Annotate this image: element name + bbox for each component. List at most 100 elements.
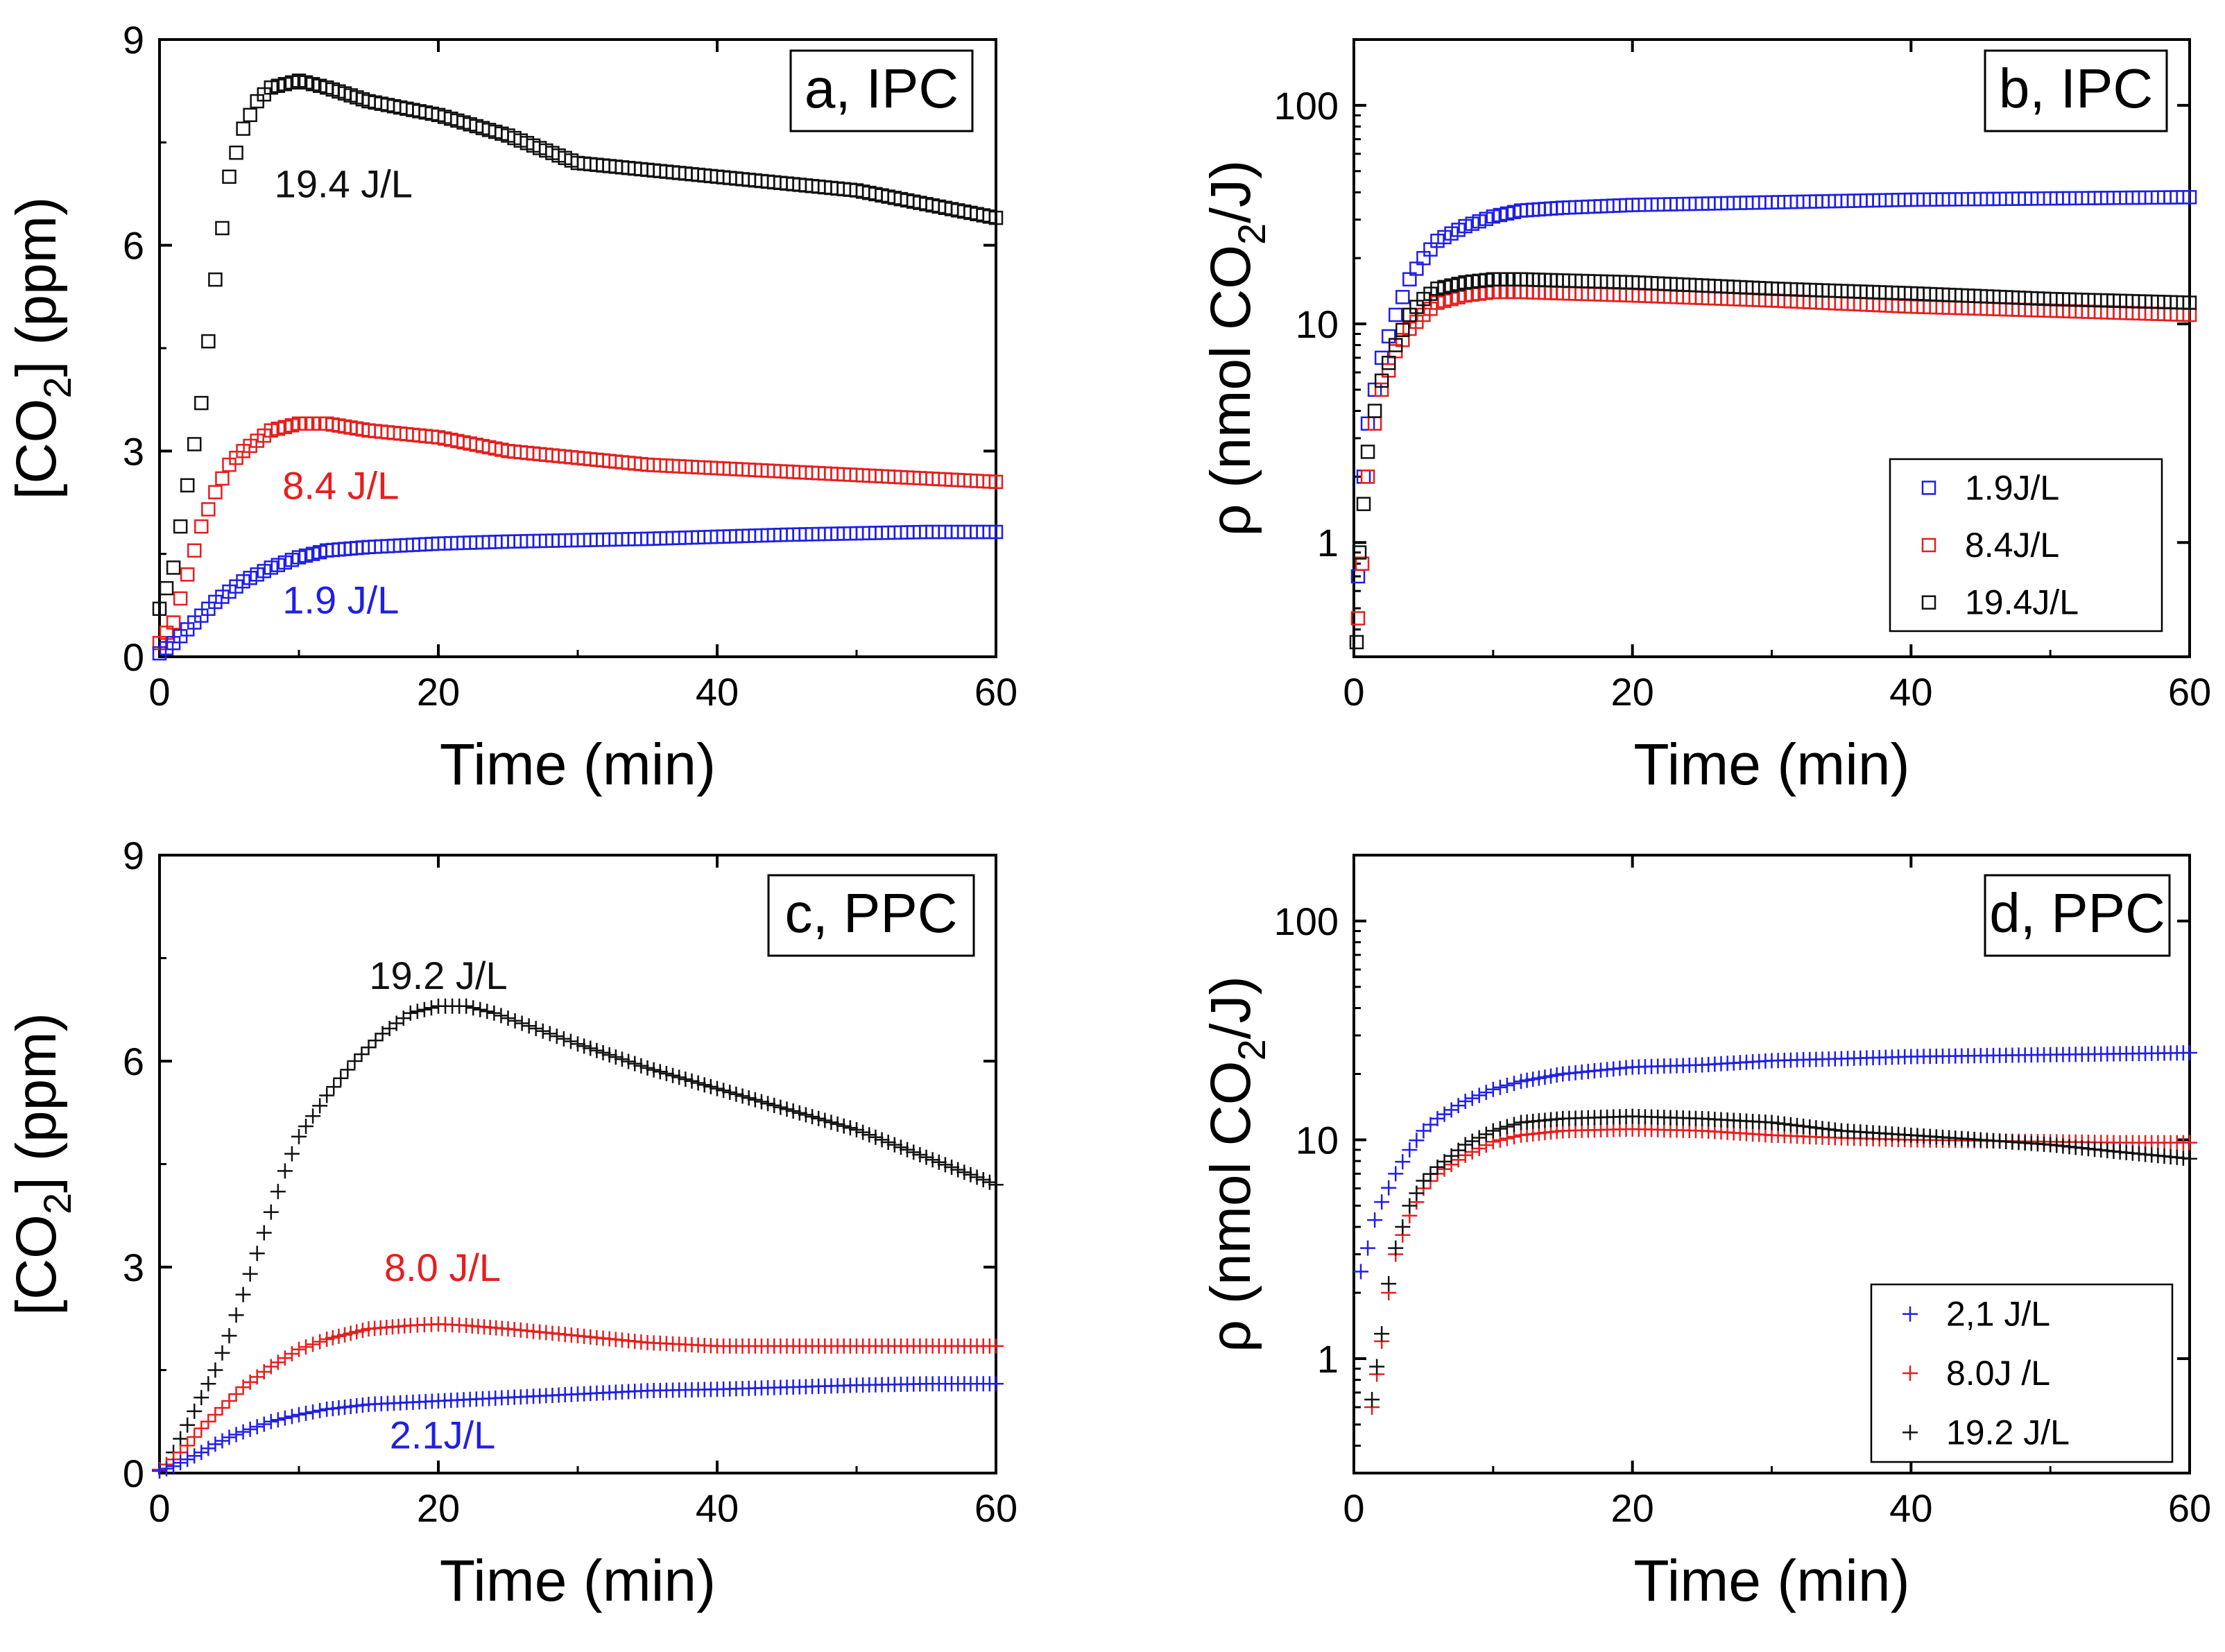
data-point [221,1393,237,1409]
data-point [542,1026,558,1042]
y-tick-label: 0 [123,1452,144,1495]
data-point [207,1436,223,1452]
data-point [1388,1166,1404,1182]
data-point [507,1013,523,1029]
data-point [270,1184,286,1200]
data-point [228,1307,244,1323]
y-axis-title-part: [CO [5,399,68,500]
data-point [830,1116,845,1132]
data-point [187,1429,203,1445]
data-point [886,1137,902,1153]
data-point [194,1445,209,1461]
data-point [1478,1085,1494,1101]
data-point [256,1225,272,1241]
data-point [221,1328,237,1343]
x-tick-label: 40 [696,1486,739,1530]
data-point [242,1421,258,1437]
data-point [187,543,202,558]
data-point [1369,1359,1385,1375]
data-point [893,1139,909,1155]
x-tick-label: 0 [1343,1486,1364,1530]
legend: 1.9J/L 8.4J/L 19.4J/L [1889,458,2163,633]
data-point [1457,1137,1473,1153]
data-point [1492,1121,1508,1137]
legend-label: 8.0J /L [1946,1354,2050,1393]
panel-label-box [1984,874,2171,957]
data-point [981,1174,997,1190]
data-point [988,1376,1004,1392]
data-point [633,1058,649,1074]
data-point [690,1075,706,1091]
x-tick-label: 0 [148,670,170,714]
data-point [1395,322,1410,338]
data-point [535,1023,551,1039]
data-point [500,1010,516,1026]
data-point [861,1127,877,1143]
data-point [1349,635,1364,650]
data-point [1360,445,1375,459]
data-point [1374,1326,1390,1342]
y-tick-label: 1 [1317,1337,1339,1381]
legend-marker [1921,595,1936,610]
data-point [180,1452,196,1468]
x-axis-title: Time (min) [440,732,716,797]
y-tick-label: 3 [123,429,144,473]
data-point [639,1060,655,1076]
data-point [549,1029,565,1044]
series-annotation: 19.4 J/L [275,162,413,205]
data-point [811,1110,827,1126]
data-point [1355,556,1370,571]
data-point [1513,1074,1529,1090]
data-point [621,1053,637,1069]
data-point [868,1129,884,1145]
series-annotation: 8.4 J/L [282,464,399,508]
data-point [1381,1275,1397,1291]
data-point [173,1455,189,1471]
data-point [2182,1044,2197,1060]
data-point [1464,1133,1480,1149]
data-point [969,1169,985,1185]
panel-label: c, PPC [785,882,958,944]
data-point [319,1331,335,1347]
data-point [409,1004,425,1019]
data-point [1423,1166,1438,1182]
data-point [570,1036,585,1052]
data-point [159,580,174,596]
data-point [595,1044,611,1060]
data-point [785,1103,801,1119]
data-point [2182,1151,2197,1167]
data-point [975,1172,991,1187]
data-point [326,1079,342,1095]
data-point [722,1085,738,1100]
data-point [256,1416,272,1432]
data-point [249,1419,265,1435]
panel-label: b, IPC [1999,58,2153,119]
series-annotation: 1.9 J/L [282,578,399,622]
data-point [805,1109,821,1125]
x-tick-label: 40 [1889,1486,1932,1530]
x-tick-label: 40 [696,670,739,714]
y-axis-title-part: ρ (nmol CO [1199,245,1262,536]
data-point [1402,1198,1418,1214]
data-point [1352,545,1367,560]
y-axis-title-subscript: 2 [1230,1039,1273,1060]
data-point [753,1094,769,1110]
data-point [215,471,230,486]
series-8-4-j-l [152,416,1004,651]
data-point [194,1390,209,1406]
legend-label: 8.4J/L [1965,526,2059,565]
data-point [1416,1173,1432,1189]
data-point [228,1427,244,1443]
y-tick-label: 100 [1274,84,1339,128]
y-axis-title-part: /J) [1199,976,1262,1039]
data-point [263,1413,279,1429]
data-point [741,1090,757,1106]
data-point [200,1376,216,1392]
data-point [312,1098,328,1114]
data-point [1423,1117,1438,1133]
data-point [337,1327,353,1343]
data-point [1374,382,1389,397]
legend-marker [1921,537,1936,553]
x-tick-label: 60 [974,1486,1017,1530]
data-point [194,1420,209,1436]
